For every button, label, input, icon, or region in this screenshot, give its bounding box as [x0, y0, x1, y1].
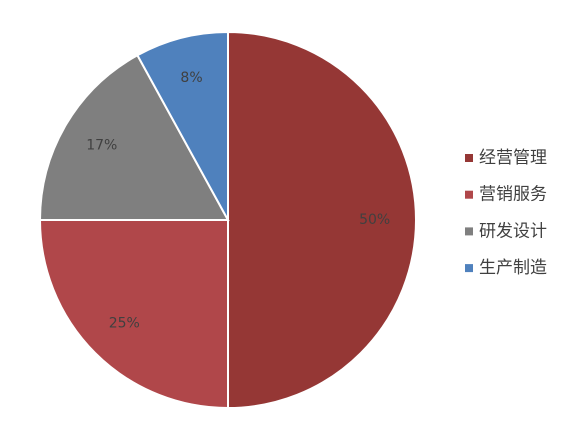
pie-slice — [38, 53, 230, 221]
legend-marker — [465, 227, 473, 236]
legend-marker — [465, 154, 473, 162]
legend-label: 经营管理 — [479, 148, 547, 168]
legend-label: 研发设计 — [479, 221, 547, 241]
pie-slice — [136, 30, 229, 221]
legend-marker — [465, 264, 473, 273]
pie-slice — [227, 30, 417, 410]
pie-slice — [38, 219, 229, 410]
legend-marker — [465, 190, 473, 199]
legend-label: 生产制造 — [479, 258, 547, 278]
legend-label: 营销服务 — [479, 185, 547, 205]
data-label: 25% — [109, 316, 140, 332]
data-label: 17% — [86, 137, 117, 153]
data-label: 50% — [359, 212, 390, 228]
data-label: 8% — [180, 70, 202, 86]
